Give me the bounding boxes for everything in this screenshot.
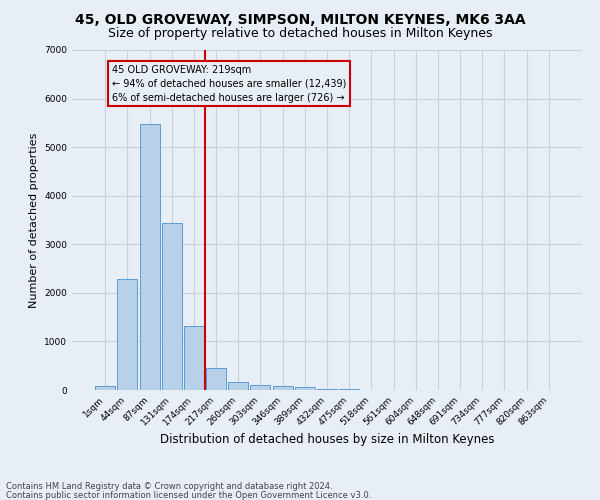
Bar — [295, 388, 315, 390]
Bar — [272, 386, 293, 390]
Text: 45 OLD GROVEWAY: 219sqm
← 94% of detached houses are smaller (12,439)
6% of semi: 45 OLD GROVEWAY: 219sqm ← 94% of detache… — [112, 64, 346, 102]
Bar — [140, 124, 160, 390]
Bar — [206, 368, 226, 390]
Text: 45, OLD GROVEWAY, SIMPSON, MILTON KEYNES, MK6 3AA: 45, OLD GROVEWAY, SIMPSON, MILTON KEYNES… — [74, 12, 526, 26]
Bar — [95, 386, 115, 390]
Bar — [118, 280, 137, 390]
X-axis label: Distribution of detached houses by size in Milton Keynes: Distribution of detached houses by size … — [160, 432, 494, 446]
Bar — [228, 382, 248, 390]
Text: Contains public sector information licensed under the Open Government Licence v3: Contains public sector information licen… — [6, 490, 371, 500]
Y-axis label: Number of detached properties: Number of detached properties — [29, 132, 38, 308]
Text: Size of property relative to detached houses in Milton Keynes: Size of property relative to detached ho… — [108, 28, 492, 40]
Bar — [184, 326, 204, 390]
Bar — [250, 385, 271, 390]
Text: Contains HM Land Registry data © Crown copyright and database right 2024.: Contains HM Land Registry data © Crown c… — [6, 482, 332, 491]
Bar — [317, 388, 337, 390]
Bar — [162, 224, 182, 390]
